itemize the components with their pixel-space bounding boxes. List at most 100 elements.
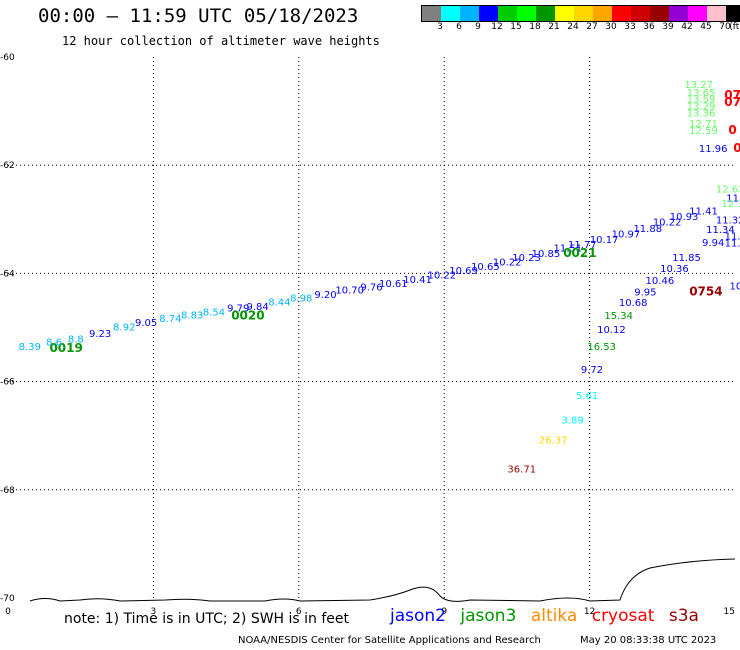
wave-height-label: 10.41 (403, 275, 432, 286)
wave-height-label: 11. (725, 239, 740, 250)
x-tick-label: 6 (296, 607, 302, 617)
colorbar-swatch (536, 6, 555, 21)
colorbar-swatch (669, 6, 688, 21)
wave-height-label: 11.85 (672, 253, 701, 264)
wave-height-label: 13.36 (687, 109, 716, 120)
wave-height-label: 10.69 (449, 266, 478, 277)
colorbar-label: 24 (567, 22, 579, 32)
wave-height-label: 3.89 (562, 415, 584, 426)
colorbar-label: 9 (475, 22, 481, 32)
satellite-legend: jason2 jason3 altika cryosat s3a (390, 606, 708, 626)
colorbar-swatch (650, 6, 669, 21)
x-tick-label: 15 (724, 607, 735, 617)
colorbar-swatch (498, 6, 517, 21)
time-label: 0020 (231, 309, 264, 323)
chart-subtitle: 12 hour collection of altimeter wave hei… (62, 34, 380, 48)
wave-height-label: 10.17 (590, 235, 619, 246)
legend-cryosat: cryosat (591, 606, 655, 626)
wave-height-label: 10.85 (532, 249, 561, 260)
coastline (29, 558, 736, 602)
wave-height-label: 10.93 (670, 212, 699, 223)
wave-height-label: 10. (729, 281, 740, 292)
y-tick-label: -64 (0, 269, 15, 279)
colorbar-label: 30 (605, 22, 617, 32)
wave-height-label: 9.94 (702, 238, 724, 249)
axis-ticks: 0 3 6 9 12 15 -60 -62 -64 -66 -68 -70 (0, 53, 735, 617)
x-tick-label: 12 (584, 607, 595, 617)
wave-height-label: 9.84 (246, 302, 268, 313)
wave-height-label: 10.23 (512, 253, 541, 264)
wave-height-label: 9.05 (135, 318, 157, 329)
x-tick-label: 9 (441, 607, 447, 617)
wave-height-label: 13.27 (684, 80, 713, 91)
wave-height-label: 11.96 (699, 144, 728, 155)
wave-height-label: 11.88 (633, 224, 662, 235)
wave-height-label: 10.22 (493, 257, 522, 268)
wave-height-label: 11.51 (553, 243, 582, 254)
wave-height-label: 8.98 (290, 294, 312, 305)
wave-height-label: 12.71 (689, 119, 718, 130)
footer-note: note: 1) Time is in UTC; 2) SWH is in fe… (64, 611, 350, 627)
colorbar-label: 21 (548, 22, 560, 32)
colorbar-swatch (479, 6, 498, 21)
wave-height-label: 13.65 (687, 88, 716, 99)
colorbar-label: 45 (700, 22, 712, 32)
wave-height-label: 10.46 (646, 276, 675, 287)
colorbar-swatch (555, 6, 574, 21)
wave-height-label: 13.29 (687, 102, 716, 113)
colorbar-swatch (631, 6, 650, 21)
colorbar-swatch (612, 6, 631, 21)
wave-height-label: 9.23 (89, 329, 111, 340)
time-label: 0754 (689, 284, 722, 298)
y-tick-label: -70 (0, 594, 15, 604)
colorbar-label: 39 (662, 22, 674, 32)
wave-height-label: 10.22 (653, 217, 682, 228)
colorbar-swatch (460, 6, 479, 21)
colorbar-swatch (517, 6, 536, 21)
colorbar-swatch (688, 6, 707, 21)
chart-title: 00:00 – 11:59 UTC 05/18/2023 (38, 5, 359, 27)
wave-height-label: 5.61 (576, 391, 598, 402)
wave-height-label: 10.65 (471, 262, 500, 273)
colorbar-label: 42 (681, 22, 693, 32)
credit-timestamp: May 20 08:33:38 UTC 2023 (580, 635, 717, 646)
wave-height-label: 10.68 (619, 298, 648, 309)
time-label: 0019 (49, 341, 82, 355)
wave-height-label: 8.8 (68, 334, 84, 345)
wave-height-colorbar (421, 5, 740, 22)
wave-height-label: 8.54 (203, 307, 225, 318)
colorbar-label: 70 (719, 22, 731, 32)
time-label: 0 (728, 123, 736, 137)
colorbar-swatch (574, 6, 593, 21)
colorbar-label: (ft) (729, 22, 740, 32)
wave-height-label: 8.6 (46, 338, 62, 349)
wave-height-label: 11.32 (716, 215, 740, 226)
wave-height-label: 10.12 (597, 325, 626, 336)
wave-height-label: 11.9 (726, 194, 740, 205)
time-label: 0 (733, 141, 740, 155)
colorbar-label: 18 (529, 22, 541, 32)
wave-height-label: 10.61 (379, 279, 408, 290)
colorbar-label: 33 (624, 22, 636, 32)
colorbar-swatch (593, 6, 612, 21)
wave-height-label: 9.72 (581, 365, 603, 376)
legend-jason2: jason2 (390, 606, 446, 626)
colorbar-label: 6 (456, 22, 462, 32)
wave-height-label: 12.3 (721, 199, 740, 210)
x-tick-label: 3 (151, 607, 157, 617)
wave-height-label: 8.39 (19, 342, 41, 353)
wave-height-label: 9.79 (227, 303, 249, 314)
wave-height-label: 9.20 (314, 290, 336, 301)
colorbar-label: 15 (510, 22, 522, 32)
wave-height-label: 11.34 (706, 225, 735, 236)
wave-height-label: 26.37 (539, 435, 568, 446)
credit-text: NOAA/NESDIS Center for Satellite Applica… (238, 635, 541, 646)
wave-height-label: 8.83 (181, 311, 203, 322)
x-tick-label: 0 (5, 607, 11, 617)
colorbar-label: 3 (437, 22, 443, 32)
wave-height-label: 36.71 (507, 465, 536, 476)
wave-height-label: 9.76 (360, 282, 382, 293)
time-label: 07 (724, 95, 740, 109)
